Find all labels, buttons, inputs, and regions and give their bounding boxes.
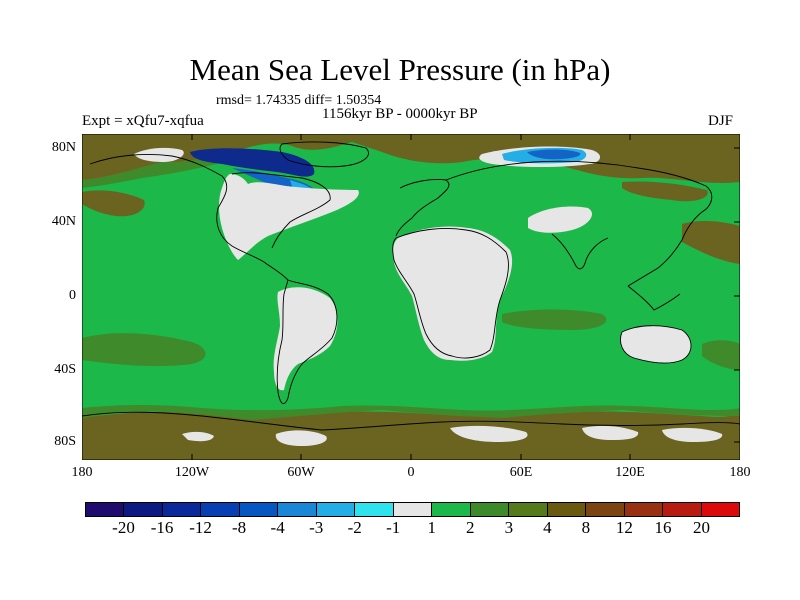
colorbar-box [355,503,394,516]
australia-white [620,325,691,364]
south-america-white [273,287,338,391]
arctic-olive-rim [82,152,232,188]
axis-ticks [191,134,740,460]
colorbar-label: -1 [386,518,401,537]
colorbar-box [470,503,510,516]
colorbar-box [393,503,433,516]
season-label: DJF [708,113,734,129]
lon-label-0: 0 [407,465,415,480]
colorbar-box [624,503,664,516]
map-title: Mean Sea Level Pressure (in hPa) [189,52,611,87]
colorbar-label: -20 [112,518,135,537]
colorbar [85,502,740,517]
north-america-white [219,174,359,260]
colorbar-box [239,503,279,516]
antarctic-white-1 [275,430,327,446]
colorbar-box [663,503,702,516]
colorbar-label: 16 [654,518,672,537]
colorbar-label: -12 [189,518,212,537]
antarctic-white-4 [662,427,723,442]
colorbar-box [547,503,587,516]
lat-label-40n: 40N [51,214,76,229]
lat-label-40s: 40S [54,362,76,377]
siberia-brown [622,181,708,202]
colorbar-box [509,503,548,516]
lat-label-0: 0 [69,288,76,303]
lon-label-60w: 60W [287,465,315,480]
period-label: 1156kyr BP - 0000kyr BP [322,106,478,122]
lon-label-180e: 180 [729,465,751,480]
colorbar-box [86,503,125,516]
north-pacific-brown [82,190,145,217]
colorbar-label: -4 [270,518,285,537]
colorbar-box [432,503,471,516]
africa-white [392,226,513,361]
asia-white [528,206,593,233]
lon-label-60e: 60E [509,465,533,480]
lat-label-80s: 80S [54,434,76,449]
antarctic-white-5 [182,431,214,442]
coast-india [551,233,609,270]
coast-southeast-asia [627,285,681,311]
antarctic-white-3 [582,425,639,440]
colorbar-label: 8 [581,518,591,537]
stats-label: rmsd= 1.74335 diff= 1.50354 [216,93,382,108]
colorbar-box [278,503,317,516]
colorbar-label: 4 [543,518,552,537]
lat-label-80n: 80N [51,140,76,155]
coastlines [82,141,740,431]
colorbar-label: 2 [466,518,475,537]
lon-label-120w: 120W [174,465,210,480]
coast-south-america [276,279,338,405]
antarctic-olive [82,405,740,420]
colorbar-label: 20 [692,518,710,537]
coast-australia [620,325,692,364]
indian-ocean-olive [502,309,607,330]
colorbar-label: -16 [150,518,174,537]
coast-north-america [89,154,289,281]
colorbar-label: -8 [232,518,247,537]
lon-label-120e: 120E [615,465,645,480]
lon-label-180w: 180 [71,465,93,480]
colorbar-box [586,503,625,516]
coast-asia [445,160,713,287]
arctic-brown-band [82,134,740,183]
colorbar-box [701,503,739,516]
colorbar-label: -3 [309,518,324,537]
south-pacific-olive [82,333,206,367]
colorbar-label: 3 [504,518,514,537]
colorbar-label: 1 [427,518,437,537]
antarctic-white-2 [450,425,528,442]
antarctic-brown-band [82,411,740,460]
coast-africa [392,228,509,359]
colorbar-label: -2 [347,518,362,537]
coast-north-america-east [231,172,331,249]
experiment-label: Expt = xQfu7-xqfua [82,113,204,129]
coast-greenland [279,141,369,168]
colorbar-box [124,503,163,516]
pressure-map [82,134,740,460]
colorbar-label: 12 [615,518,633,537]
pacific-east-brown [682,220,740,264]
colorbar-box [316,503,356,516]
coast-europe [395,179,450,237]
barents-low-blue [527,149,581,160]
colorbar-box [201,503,240,516]
coast-antarctica [82,411,740,431]
colorbar-box [162,503,202,516]
south-pacific-east-olive [702,340,740,370]
